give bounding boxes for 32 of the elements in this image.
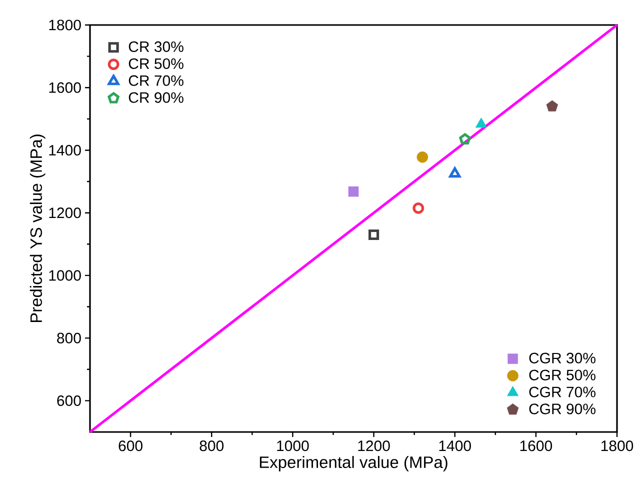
x-tick-label: 600 <box>118 440 142 452</box>
y-axis-title: Predicted YS value (MPa) <box>30 134 46 322</box>
y-tick-label: 1800 <box>49 20 81 30</box>
point <box>449 167 461 178</box>
x-tick-label: 1400 <box>439 440 471 452</box>
y-tick-label: 1600 <box>49 82 81 93</box>
x-tick-label: 800 <box>200 440 224 452</box>
y-tick-label: 800 <box>57 332 81 344</box>
legend-label: CR 30% <box>128 41 184 52</box>
point <box>412 202 424 214</box>
point <box>459 133 471 144</box>
x-tick-label: 1800 <box>601 440 634 452</box>
y-tick-label: 1200 <box>49 208 81 218</box>
y-tick-label: 1000 <box>49 270 81 281</box>
x-tick-label: 1600 <box>520 440 552 452</box>
legend-label: CR 50% <box>128 58 184 69</box>
point <box>368 229 380 240</box>
legend-label: CGR 50% <box>529 370 596 380</box>
point <box>348 186 359 197</box>
x-tick-label: 1000 <box>277 440 309 452</box>
legend-label: CR 90% <box>128 92 184 103</box>
point <box>416 151 428 163</box>
legend-label: CR 70% <box>128 75 184 86</box>
legend-label: CGR 70% <box>529 386 596 398</box>
legend-label: CGR 30% <box>529 352 596 364</box>
legend-label: CGR 90% <box>529 404 596 414</box>
x-axis-title: Experimental value (MPa) <box>260 456 448 472</box>
point <box>475 118 487 128</box>
point <box>546 100 558 112</box>
y-tick-label: 600 <box>57 395 81 406</box>
x-tick-label: 1200 <box>358 440 390 452</box>
y-tick-label: 1400 <box>49 144 81 156</box>
